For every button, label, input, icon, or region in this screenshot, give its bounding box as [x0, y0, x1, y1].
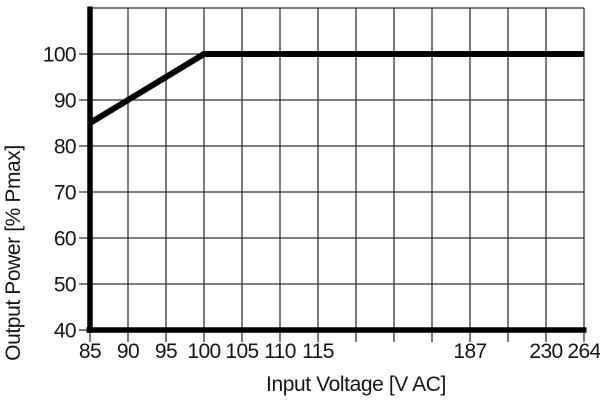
y-tick-label: 40 [54, 320, 76, 343]
x-tick-label: 90 [117, 340, 139, 363]
x-tick-label: 115 [302, 340, 334, 363]
y-tick-label: 100 [43, 44, 76, 67]
x-tick-label: 187 [453, 340, 486, 363]
x-tick-label: 230 [529, 340, 562, 363]
x-tick-label: 95 [155, 340, 177, 363]
x-tick-label: 264 [567, 340, 600, 363]
x-tick-label: 110 [264, 340, 296, 363]
y-tick-label: 80 [54, 136, 76, 159]
y-tick-label: 60 [54, 228, 76, 251]
y-axis-title: Output Power [% Pmax] [2, 145, 25, 361]
x-axis-title: Input Voltage [V AC] [266, 373, 446, 396]
series-output-power-derating [88, 51, 584, 126]
y-tick-label: 70 [54, 182, 76, 205]
x-tick-label: 100 [187, 340, 220, 363]
y-tick-label: 90 [54, 90, 76, 113]
x-tick-label: 105 [225, 340, 258, 363]
y-tick-label: 50 [54, 274, 76, 297]
x-tick-label: 85 [79, 340, 101, 363]
